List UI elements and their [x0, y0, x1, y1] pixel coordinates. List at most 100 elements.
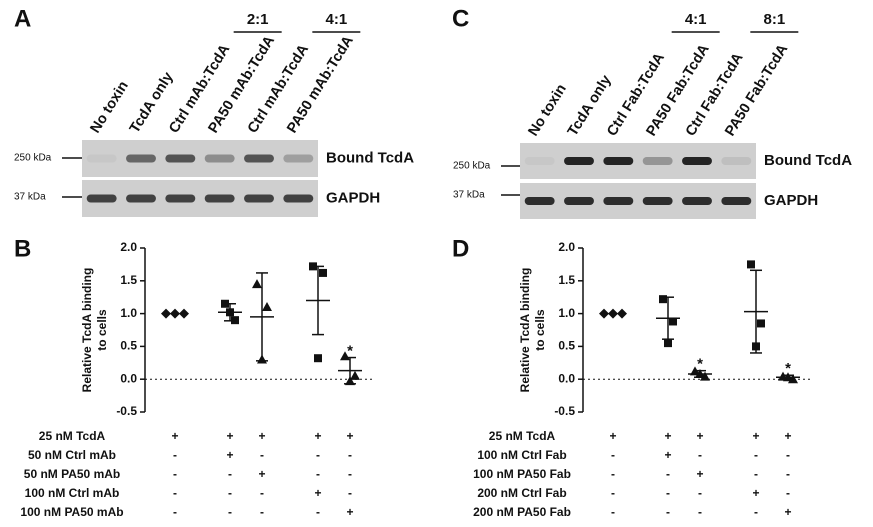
y-tick-label: -0.5 — [554, 404, 575, 418]
lane-label: No toxin — [525, 81, 569, 139]
condition-sign: + — [346, 505, 353, 519]
kda-label: 250 kDa — [14, 153, 52, 164]
condition-sign: + — [752, 429, 759, 443]
blot-strip — [520, 143, 756, 179]
y-tick-label: 0.5 — [558, 339, 575, 353]
condition-sign: - — [786, 486, 790, 500]
row-label: Bound TcdA — [326, 149, 414, 166]
condition-sign: - — [260, 505, 264, 519]
condition-label: 25 nM TcdA — [39, 429, 106, 443]
point — [664, 339, 672, 348]
panel-label: D — [452, 235, 469, 262]
point — [599, 308, 609, 319]
condition-sign: - — [611, 467, 615, 481]
band — [682, 197, 712, 205]
y-tick-label: 1.5 — [120, 273, 137, 287]
condition-sign: + — [314, 429, 321, 443]
condition-sign: - — [698, 486, 702, 500]
band — [564, 197, 594, 205]
point — [170, 308, 180, 319]
band — [682, 157, 712, 165]
band — [524, 157, 555, 165]
condition-sign: - — [666, 467, 670, 481]
condition-sign: - — [348, 467, 352, 481]
band — [86, 194, 117, 203]
y-axis-label: to cells — [95, 309, 109, 351]
condition-sign: - — [786, 467, 790, 481]
band — [165, 154, 196, 163]
blot-strip — [82, 140, 318, 177]
condition-sign: + — [609, 429, 616, 443]
condition-label: 100 nM Ctrl Fab — [477, 448, 566, 462]
lane-label: No toxin — [87, 78, 131, 136]
band — [165, 194, 196, 203]
band — [204, 194, 235, 203]
condition-sign: + — [784, 505, 791, 519]
band — [283, 194, 314, 203]
condition-label: 50 nM Ctrl mAb — [28, 448, 116, 462]
band — [126, 154, 156, 163]
point — [757, 319, 765, 328]
condition-sign: + — [258, 467, 265, 481]
y-tick-label: 2.0 — [120, 240, 137, 254]
point — [659, 295, 667, 304]
y-tick-label: 0.5 — [120, 339, 137, 353]
condition-label: 100 nM PA50 mAb — [20, 505, 123, 519]
y-axis-label: to cells — [533, 309, 547, 351]
condition-label: 25 nM TcdA — [489, 429, 556, 443]
band — [86, 154, 117, 163]
band — [603, 197, 634, 205]
condition-label: 200 nM PA50 Fab — [473, 505, 571, 519]
condition-sign: + — [696, 429, 703, 443]
row-label: Bound TcdA — [764, 152, 852, 169]
condition-sign: - — [786, 448, 790, 462]
y-tick-label: 1.0 — [120, 306, 137, 320]
condition-sign: + — [258, 429, 265, 443]
point — [252, 279, 262, 289]
ratio-label: 8:1 — [763, 11, 785, 28]
kda-label: 37 kDa — [453, 190, 485, 201]
band — [642, 197, 673, 205]
ratio-label: 4:1 — [685, 11, 707, 28]
band — [126, 194, 156, 203]
condition-sign: + — [171, 429, 178, 443]
condition-sign: - — [173, 486, 177, 500]
condition-sign: - — [754, 448, 758, 462]
condition-sign: + — [226, 448, 233, 462]
condition-sign: - — [260, 486, 264, 500]
condition-sign: - — [316, 448, 320, 462]
condition-sign: - — [666, 505, 670, 519]
band — [721, 157, 752, 165]
point — [161, 308, 171, 319]
y-tick-label: 0.0 — [558, 371, 575, 385]
y-tick-label: 2.0 — [558, 240, 575, 254]
band — [283, 154, 314, 163]
condition-sign: - — [666, 486, 670, 500]
condition-label: 100 nM Ctrl mAb — [25, 486, 120, 500]
condition-sign: + — [314, 486, 321, 500]
condition-sign: - — [611, 448, 615, 462]
row-label: GAPDH — [326, 189, 380, 206]
point — [669, 317, 677, 326]
point — [617, 308, 627, 319]
band — [244, 194, 274, 203]
band — [244, 154, 274, 163]
condition-sign: - — [611, 505, 615, 519]
condition-sign: + — [664, 448, 671, 462]
point — [747, 260, 755, 269]
condition-sign: - — [173, 505, 177, 519]
condition-sign: - — [611, 486, 615, 500]
point — [314, 354, 322, 363]
blot-strip — [520, 183, 756, 219]
panel-label: B — [14, 235, 31, 262]
point — [700, 371, 710, 381]
condition-label: 100 nM PA50 Fab — [473, 467, 571, 481]
condition-sign: + — [664, 429, 671, 443]
significance: * — [785, 360, 791, 377]
condition-sign: + — [784, 429, 791, 443]
point — [350, 370, 360, 380]
band — [204, 154, 235, 163]
point — [179, 308, 189, 319]
band — [564, 157, 594, 165]
